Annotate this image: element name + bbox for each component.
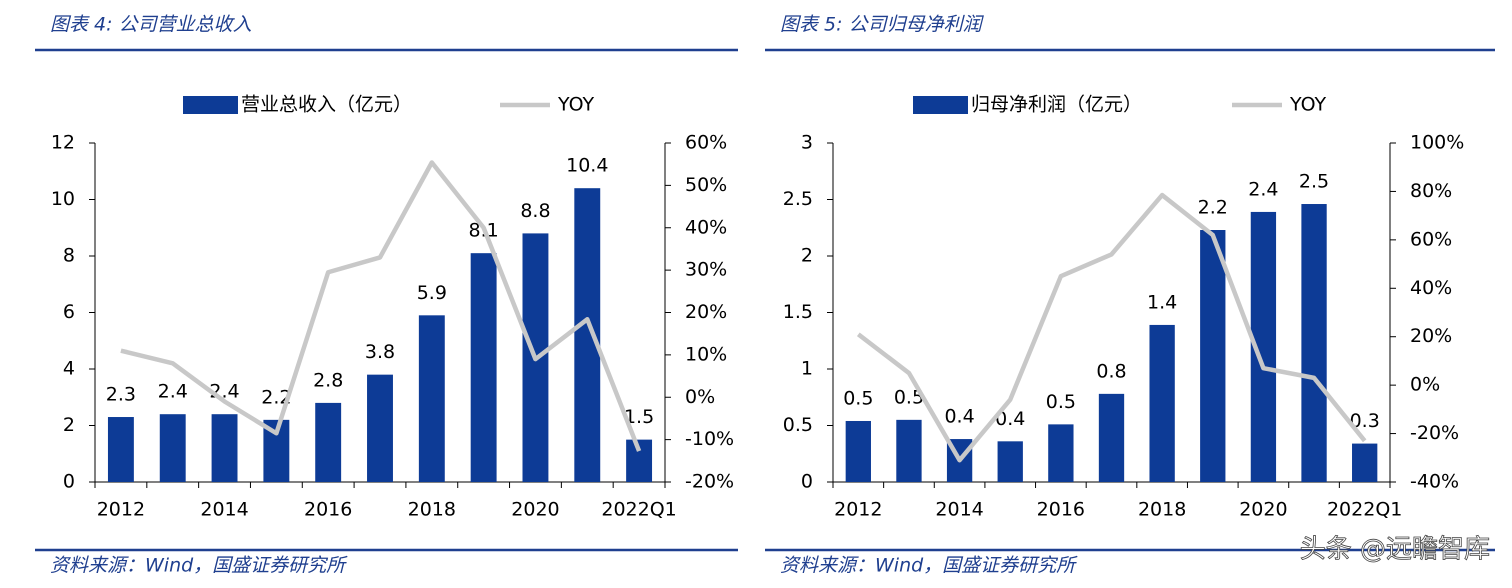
y-tick-label: 0 (63, 471, 75, 493)
data-label: 2.4 (158, 381, 188, 403)
y2-tick-label: 50% (685, 174, 727, 196)
x-tick-label: 2016 (1037, 499, 1085, 521)
y2-tick-label: 60% (685, 132, 727, 154)
legend-swatch (913, 96, 968, 114)
bar (211, 414, 238, 482)
bar (845, 420, 871, 482)
x-tick-label: 2018 (408, 499, 456, 521)
y2-tick-label: 40% (685, 216, 727, 238)
line (856, 192, 1367, 463)
y-tick-label: 3 (801, 132, 813, 154)
y2-tick-label: 0% (1410, 374, 1440, 396)
bar (1098, 393, 1125, 482)
y-tick-label: 8 (63, 245, 75, 267)
data-label: 0.4 (995, 408, 1025, 430)
y2-tick-label: 60% (1410, 228, 1452, 250)
bar (418, 315, 445, 482)
x-tick-label: 2014 (200, 499, 248, 521)
x-tick-label: 2022Q1 (1327, 499, 1402, 521)
data-label: 0.4 (944, 406, 974, 428)
bar (470, 253, 497, 482)
x-tick-label: 2012 (97, 499, 145, 521)
bar (997, 441, 1023, 482)
bar (107, 417, 134, 482)
data-label: 2.8 (313, 369, 343, 391)
data-label: 0.3 (1350, 410, 1380, 432)
data-label: 2.4 (1248, 178, 1278, 200)
data-label: 3.8 (365, 341, 395, 363)
y2-tick-label: 100% (1410, 132, 1464, 154)
legend-label: 营业总收入（亿元） (241, 94, 412, 116)
legend-label: YOY (1289, 94, 1326, 116)
y-tick-label: 0 (801, 471, 813, 493)
line (120, 160, 642, 452)
y2-tick-label: 40% (1410, 277, 1452, 299)
data-label: 5.9 (417, 282, 447, 304)
y-tick-label: 12 (51, 132, 75, 154)
data-label: 1.4 (1147, 291, 1177, 313)
x-tick-label: 2022Q1 (601, 499, 676, 521)
y-tick-label: 6 (63, 301, 75, 323)
y2-tick-label: 30% (685, 259, 727, 281)
x-tick-label: 2018 (1138, 499, 1186, 521)
bar (574, 188, 601, 482)
data-label: 10.4 (566, 155, 608, 177)
x-tick-label: 2020 (511, 499, 559, 521)
bar (367, 374, 393, 482)
bar (1301, 204, 1327, 482)
y-tick-label: 1.5 (783, 301, 813, 323)
y2-tick-label: 80% (1410, 180, 1452, 202)
y2-tick-label: 0% (685, 386, 715, 408)
chart-title: 图表 4: 公司营业总收入 (50, 14, 252, 36)
y-tick-label: 4 (63, 358, 75, 380)
x-tick-label: 2014 (935, 499, 983, 521)
y2-tick-label: 10% (685, 343, 727, 365)
x-tick-label: 2016 (304, 499, 352, 521)
y-tick-label: 10 (51, 188, 75, 210)
y2-tick-label: -10% (685, 428, 734, 450)
watermark: 头条 @远瞻智库 (1300, 535, 1490, 565)
legend-label: 归母净利润（亿元） (971, 94, 1142, 116)
legend-label: YOY (557, 94, 594, 116)
bar (159, 414, 186, 482)
x-tick-label: 2020 (1239, 499, 1287, 521)
y2-tick-label: 20% (685, 301, 727, 323)
y-tick-label: 0.5 (783, 414, 813, 436)
bar (896, 419, 922, 482)
data-label: 0.5 (843, 387, 873, 409)
chart-title: 图表 5: 公司归母净利润 (780, 14, 985, 36)
data-label: 2.2 (1198, 197, 1228, 219)
bar (315, 402, 342, 482)
y-tick-label: 2 (801, 245, 813, 267)
data-label: 1.5 (624, 406, 654, 428)
data-label: 2.3 (106, 384, 136, 406)
y-tick-label: 2 (63, 414, 75, 436)
data-label: 8.8 (520, 200, 550, 222)
y2-tick-label: -40% (1410, 471, 1459, 493)
data-label: 0.5 (894, 386, 924, 408)
data-label: 0.5 (1046, 391, 1076, 413)
source-note: 资料来源：Wind，国盛证券研究所 (50, 555, 348, 577)
legend-swatch (183, 96, 238, 114)
bar (1048, 424, 1074, 482)
bar (1352, 443, 1378, 482)
bar (1149, 324, 1175, 482)
x-tick-label: 2012 (834, 499, 882, 521)
y2-tick-label: -20% (1410, 422, 1459, 444)
source-note: 资料来源：Wind，国盛证券研究所 (780, 555, 1078, 577)
y-tick-label: 1 (801, 358, 813, 380)
bar (1200, 230, 1226, 482)
data-label: 2.5 (1299, 171, 1329, 193)
y-tick-label: 2.5 (783, 188, 813, 210)
y2-tick-label: 20% (1410, 325, 1452, 347)
data-label: 0.8 (1096, 360, 1126, 382)
y2-tick-label: -20% (685, 471, 734, 493)
